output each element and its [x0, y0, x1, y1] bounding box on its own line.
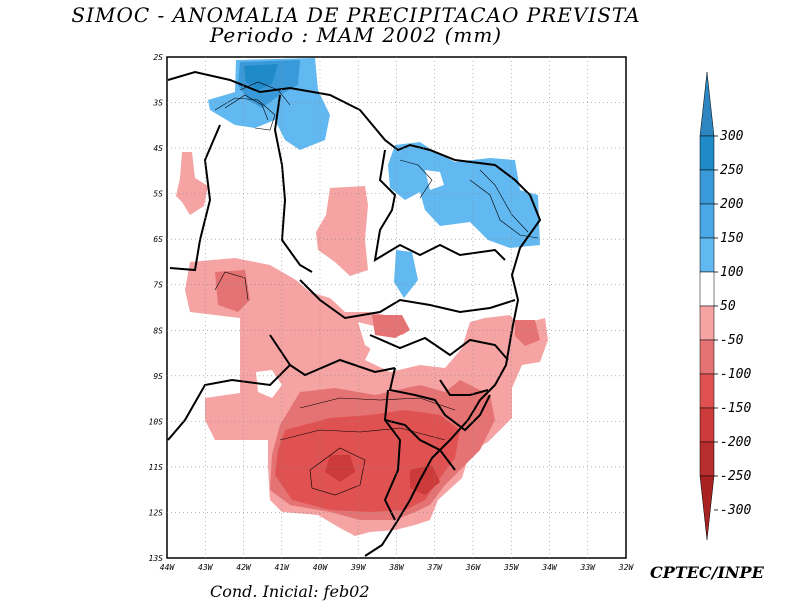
border-se-al: [439, 379, 489, 396]
border-ba-pe: [289, 358, 396, 377]
colorbar-label: -100: [720, 367, 751, 382]
lat-tick-label: 5S: [153, 190, 163, 199]
lat-tick-label: 4S: [153, 144, 163, 153]
border-ce-rn: [373, 149, 506, 262]
lon-tick-label: 34W: [541, 563, 558, 572]
colorbar-swatch: [699, 339, 715, 375]
lat-tick-label: 10S: [149, 417, 164, 426]
colorbar-swatch: [699, 271, 715, 307]
colorbar-swatch: [699, 475, 715, 541]
lon-tick-label: 39W: [350, 563, 367, 572]
positive-anomaly-small: [394, 250, 418, 298]
lon-tick-label: 37W: [427, 563, 444, 572]
colorbar-swatch: [699, 441, 715, 477]
border-pe-pb: [299, 279, 516, 320]
colorbar-swatch: [699, 237, 715, 273]
colorbar-label: 200: [720, 197, 744, 212]
chart-title-line1: SIMOC - ANOMALIA DE PRECIPITACAO PREVIST…: [71, 3, 641, 27]
positive-anomaly-east: [388, 142, 540, 248]
lat-tick-label: 2S: [153, 53, 163, 62]
initial-condition-label: Cond. Inicial: feb02: [210, 582, 370, 601]
colorbar-label: 250: [720, 163, 744, 178]
colorbar-label: -300: [720, 503, 751, 518]
river: [384, 419, 456, 471]
positive-hole: [425, 170, 444, 190]
lat-tick-label: 7S: [153, 281, 163, 290]
colorbar-swatch: [699, 169, 715, 205]
lon-tick-label: 33W: [580, 563, 597, 572]
lat-tick-label: 13S: [149, 554, 164, 563]
colorbar: 300 250 200 150 100 50 -50 -100 -150 -200 -250 -300: [699, 71, 751, 541]
cptec-credit: CPTEC/INPE: [650, 563, 764, 582]
colorbar-label: -200: [720, 435, 751, 450]
negative-mid: [215, 270, 250, 312]
lon-tick-label: 36W: [465, 563, 482, 572]
colorbar-label: 150: [720, 231, 744, 246]
colorbar-swatch: [699, 135, 715, 171]
lat-tick-label: 8S: [153, 326, 163, 335]
colorbar-label: -50: [720, 333, 744, 348]
lat-tick-label: 11S: [149, 463, 164, 472]
lat-tick-label: 6S: [153, 235, 163, 244]
colorbar-label: -250: [720, 469, 751, 484]
colorbar-swatch: [699, 203, 715, 239]
chart-title-line2: Periodo : MAM 2002 (mm): [209, 23, 503, 47]
negative-core: [325, 455, 355, 482]
axis-tick-labels: 44W 43W 42W 41W 40W 39W 38W 37W 36W 35W 34W 33W 32W 2…: [149, 53, 635, 572]
border-ba-se: [383, 389, 402, 521]
lon-tick-label: 44W: [160, 563, 176, 572]
negative-anomaly-central-north: [316, 186, 368, 276]
contour-lines: [214, 81, 539, 496]
colorbar-swatch: [699, 373, 715, 409]
positive-anomaly-north-core: [244, 64, 278, 90]
colorbar-label: 300: [719, 129, 744, 144]
lat-tick-label: 9S: [153, 372, 163, 381]
border-ma-pi: [169, 124, 221, 272]
colorbar-swatch: [699, 305, 715, 341]
colorbar-label: 50: [720, 299, 736, 314]
lat-lon-grid: [167, 57, 626, 558]
negative-east-spot: [515, 320, 540, 346]
anomaly-shading: [176, 58, 548, 536]
colorbar-swatch: [699, 71, 715, 137]
colorbar-label: 100: [720, 265, 744, 280]
border-pe-al: [369, 334, 509, 361]
lon-tick-label: 43W: [198, 563, 214, 572]
negative-east-spot-2: [372, 315, 410, 338]
colorbar-swatch: [699, 407, 715, 443]
lon-tick-label: 35W: [503, 563, 520, 572]
colorbar-label: -150: [720, 401, 751, 416]
lat-tick-label: 3S: [152, 99, 163, 108]
border-pi-ce: [273, 94, 313, 273]
negative-anomaly-west-small: [176, 152, 208, 215]
border-se: [388, 367, 491, 432]
lon-tick-label: 38W: [388, 563, 405, 572]
lon-tick-label: 40W: [313, 563, 329, 572]
lon-tick-label: 42W: [236, 563, 252, 572]
lat-tick-label: 12S: [149, 508, 164, 517]
state-boundaries: [167, 70, 542, 557]
lon-tick-label: 32W: [618, 563, 635, 572]
negative-core-2: [410, 465, 440, 495]
lon-tick-label: 41W: [275, 563, 291, 572]
coastline: [167, 70, 542, 557]
